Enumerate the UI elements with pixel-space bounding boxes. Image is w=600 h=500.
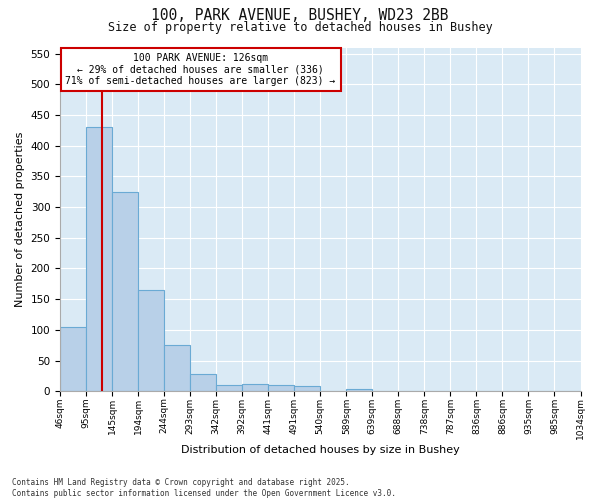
Bar xyxy=(86,128,112,391)
Bar xyxy=(216,385,242,391)
Bar xyxy=(60,327,86,391)
Y-axis label: Number of detached properties: Number of detached properties xyxy=(15,132,25,307)
Text: Size of property relative to detached houses in Bushey: Size of property relative to detached ho… xyxy=(107,22,493,35)
Bar xyxy=(294,386,320,391)
Bar xyxy=(346,388,373,391)
Text: 100 PARK AVENUE: 126sqm
← 29% of detached houses are smaller (336)
71% of semi-d: 100 PARK AVENUE: 126sqm ← 29% of detache… xyxy=(65,52,335,86)
Bar xyxy=(138,290,164,391)
Bar xyxy=(112,192,138,391)
X-axis label: Distribution of detached houses by size in Bushey: Distribution of detached houses by size … xyxy=(181,445,460,455)
Bar xyxy=(242,384,268,391)
Bar xyxy=(190,374,216,391)
Bar xyxy=(164,345,190,391)
Text: Contains HM Land Registry data © Crown copyright and database right 2025.
Contai: Contains HM Land Registry data © Crown c… xyxy=(12,478,396,498)
Bar xyxy=(268,385,294,391)
Text: 100, PARK AVENUE, BUSHEY, WD23 2BB: 100, PARK AVENUE, BUSHEY, WD23 2BB xyxy=(151,8,449,22)
